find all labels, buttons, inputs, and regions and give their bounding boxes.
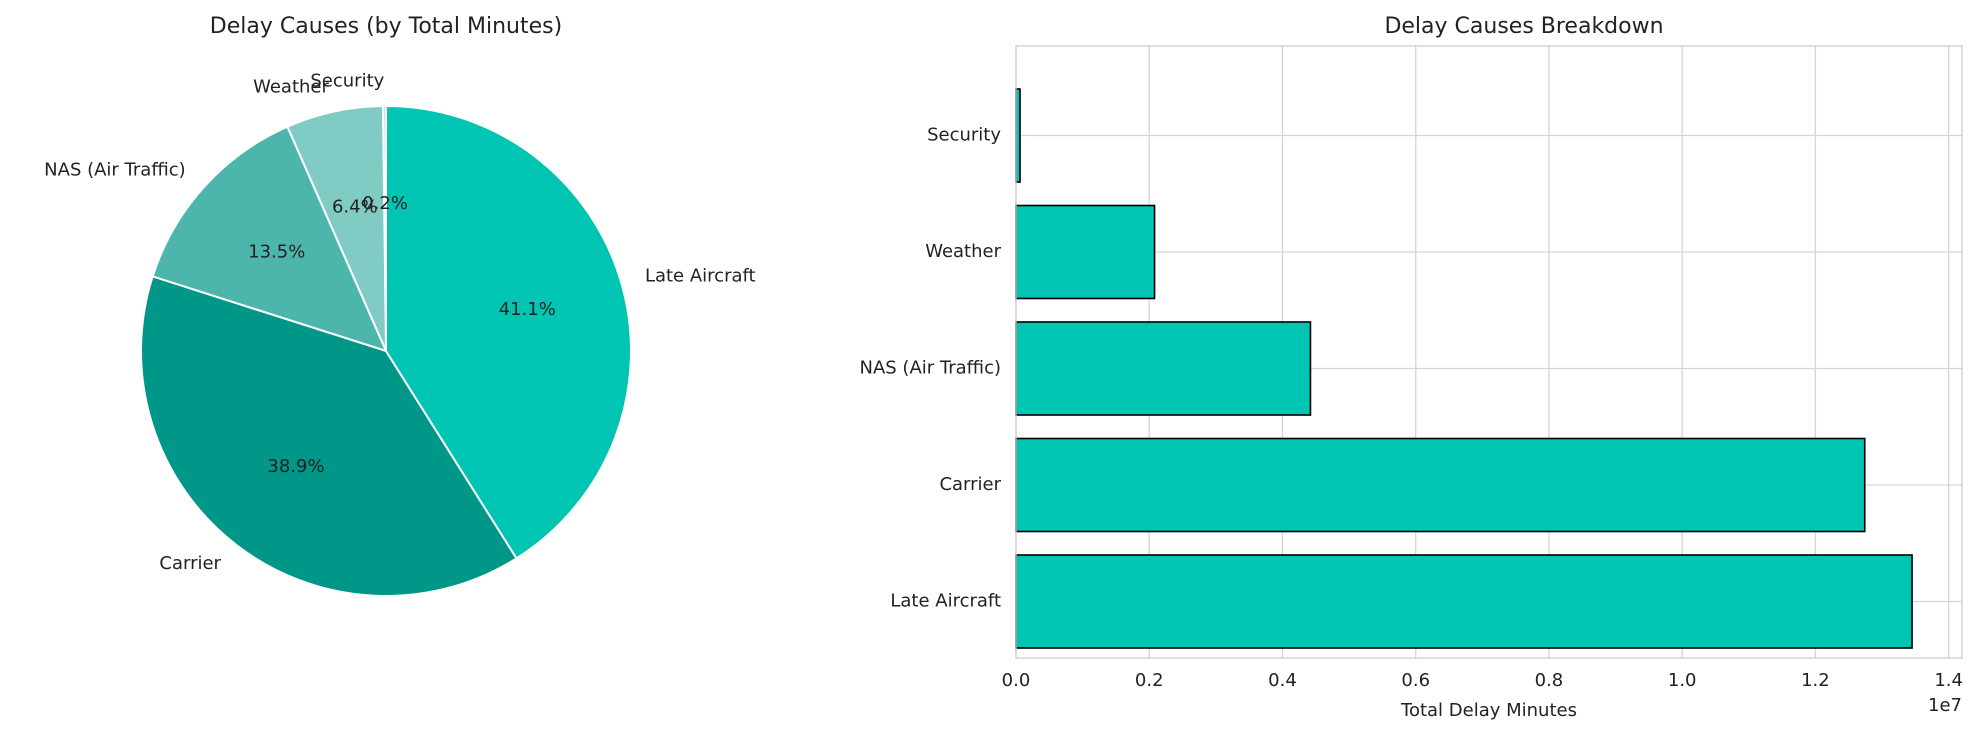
pie-title: Delay Causes (by Total Minutes) (210, 14, 562, 39)
x-tick-label: 0.0 (1002, 670, 1031, 691)
y-tick-label-security: Security (927, 125, 1001, 146)
bar-weather (1015, 204, 1156, 300)
pie-percent-late-aircraft: 41.1% (499, 299, 556, 320)
bar-nas-air-traffic (1015, 321, 1312, 416)
x-tick-label: 0.2 (1135, 670, 1164, 691)
y-tick-label-nas-air-traffic: NAS (Air Traffic) (860, 358, 1002, 379)
pie-percent-carrier: 38.9% (267, 456, 324, 477)
x-tick-label: 0.4 (1268, 670, 1297, 691)
x-tick-label: 0.6 (1401, 670, 1430, 691)
pie-label-carrier: Carrier (159, 553, 221, 574)
bar-late-aircraft (1015, 554, 1913, 649)
x-tick-label: 1.2 (1801, 670, 1830, 691)
pie-label-nas-air-traffic: NAS (Air Traffic) (44, 160, 186, 181)
bar-title: Delay Causes Breakdown (1384, 14, 1663, 39)
y-tick-label-late-aircraft: Late Aircraft (890, 591, 1001, 612)
x-tick-label: 1.0 (1668, 670, 1697, 691)
pie-slice-late-aircraft (385, 104, 632, 560)
pie-label-weather: Weather (253, 77, 329, 98)
bar-carrier (1015, 437, 1866, 533)
x-tick-label: 0.8 (1535, 670, 1564, 691)
x-tick-label: 1.4 (1934, 670, 1963, 691)
y-tick-label-carrier: Carrier (939, 474, 1001, 495)
y-tick-label-weather: Weather (925, 241, 1001, 262)
x-axis-label: Total Delay Minutes (1400, 700, 1577, 721)
pie-percent-weather: 6.4% (332, 196, 378, 217)
pie-percent-security: 0.2% (362, 193, 408, 214)
pie-label-late-aircraft: Late Aircraft (645, 265, 756, 286)
bar-axes-frame (1015, 45, 1963, 659)
pie-slice-carrier (140, 275, 518, 597)
pie-label-security: Security (310, 71, 384, 92)
x-axis-offset-label: 1e7 (1928, 695, 1962, 716)
pie-chart: Delay Causes (by Total Minutes) Security… (44, 14, 756, 597)
pie-percent-nas-air-traffic: 13.5% (248, 242, 305, 263)
bar-chart: Delay Causes Breakdown 0.0 0.2 0.4 0.6 0.8 1.… (860, 14, 1963, 721)
